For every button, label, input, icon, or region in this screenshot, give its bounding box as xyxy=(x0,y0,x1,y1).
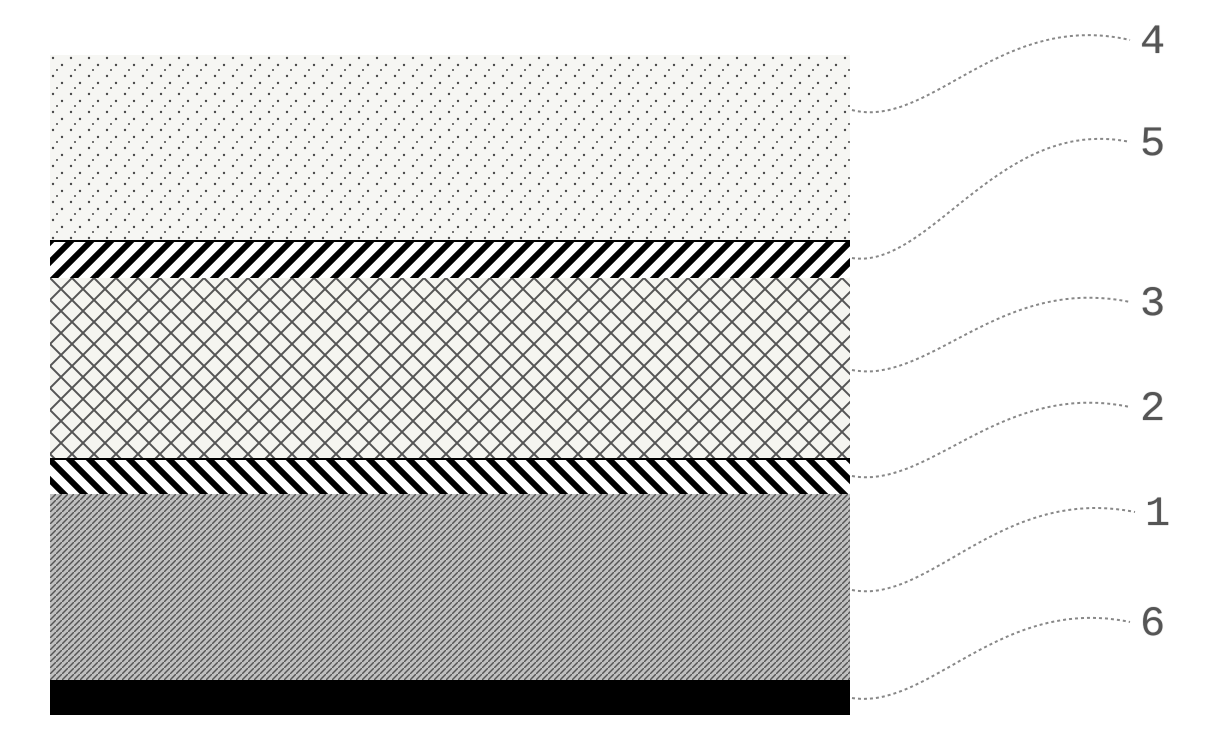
label-3: 3 xyxy=(1140,280,1167,328)
layer-4 xyxy=(50,55,850,240)
layer-5 xyxy=(50,240,850,278)
layer-3 xyxy=(50,278,850,458)
figure-canvas: 4 5 3 2 1 6 xyxy=(0,0,1214,731)
label-5: 5 xyxy=(1140,120,1167,168)
layer-1 xyxy=(50,494,850,680)
leader-5 xyxy=(852,139,1130,259)
leader-3 xyxy=(852,298,1130,372)
label-2: 2 xyxy=(1140,385,1167,433)
layer-2 xyxy=(50,458,850,494)
label-6: 6 xyxy=(1140,600,1167,648)
label-4: 4 xyxy=(1140,18,1167,66)
label-1: 1 xyxy=(1145,490,1172,538)
leader-6 xyxy=(852,618,1130,699)
leader-4 xyxy=(852,35,1130,112)
leader-1 xyxy=(852,508,1135,591)
layer-6 xyxy=(50,680,850,715)
leader-2 xyxy=(852,403,1130,478)
